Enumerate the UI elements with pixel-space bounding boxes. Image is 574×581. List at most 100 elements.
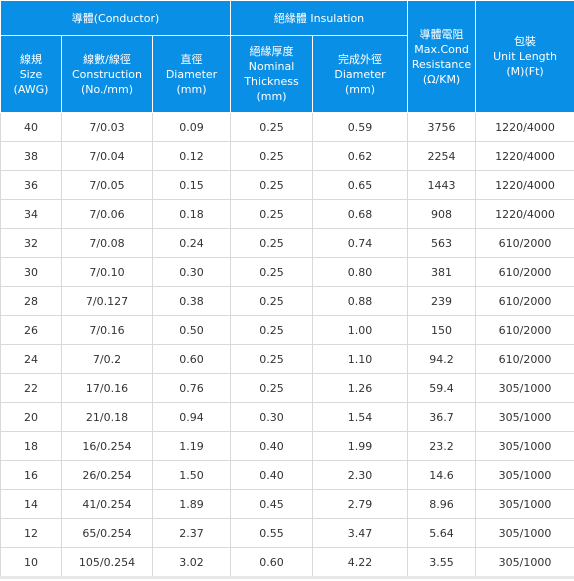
size-cell: 32 xyxy=(0,228,62,258)
table-row: 26 7/0.16 0.50 0.25 1.00 150 610/2000 xyxy=(0,315,574,345)
outer-diameter-cell: 0.62 xyxy=(312,141,409,171)
table-row: 30 7/0.10 0.30 0.25 0.80 381 610/2000 xyxy=(0,257,574,287)
spec-table-body: 40 7/0.03 0.09 0.25 0.59 3756 1220/4000 38 7/0.0… xyxy=(0,112,574,579)
unit-length-cell: 305/1000 xyxy=(475,518,574,548)
nominal-thickness-cell: 0.25 xyxy=(230,373,314,403)
resistance-cell: 2254 xyxy=(407,141,477,171)
unit-length-cell: 305/1000 xyxy=(475,460,574,490)
size-cell: 20 xyxy=(0,402,62,432)
construction-header: 線數/線徑 Construction (No./mm) xyxy=(61,35,153,113)
construction-cell: 41/0.254 xyxy=(61,489,153,519)
outer-diameter-cell: 0.88 xyxy=(312,286,409,316)
table-row: 38 7/0.04 0.12 0.25 0.62 2254 1220/4000 xyxy=(0,141,574,171)
size-cell: 18 xyxy=(0,431,62,461)
nominal-thickness-cell: 0.25 xyxy=(230,112,314,142)
resistance-cell: 14.6 xyxy=(407,460,477,490)
resistance-header: 導體電阻 Max.Cond Resistance (Ω/KM) xyxy=(407,0,477,113)
table-row: 24 7/0.2 0.60 0.25 1.10 94.2 610/2000 xyxy=(0,344,574,374)
construction-cell: 21/0.18 xyxy=(61,402,153,432)
resistance-cell: 150 xyxy=(407,315,477,345)
size-cell: 14 xyxy=(0,489,62,519)
outer-diameter-cell: 0.80 xyxy=(312,257,409,287)
conductor-diameter-cell: 0.38 xyxy=(151,286,232,316)
table-row: 14 41/0.254 1.89 0.45 2.79 8.96 305/1000 xyxy=(0,489,574,519)
construction-cell: 7/0.05 xyxy=(61,170,153,200)
outer-diameter-cell: 3.47 xyxy=(312,518,409,548)
outer-diameter-cell: 1.00 xyxy=(312,315,409,345)
nominal-thickness-cell: 0.25 xyxy=(230,257,314,287)
resistance-cell: 5.64 xyxy=(407,518,477,548)
conductor-diameter-cell: 0.18 xyxy=(151,199,232,229)
unit-length-cell: 305/1000 xyxy=(475,402,574,432)
construction-cell: 7/0.16 xyxy=(61,315,153,345)
resistance-cell: 3.55 xyxy=(407,547,477,579)
outer-diameter-header: 完成外徑 Diameter (mm) xyxy=(312,35,409,113)
unit-length-cell: 1220/4000 xyxy=(475,141,574,171)
resistance-cell: 94.2 xyxy=(407,344,477,374)
construction-cell: 7/0.03 xyxy=(61,112,153,142)
table-row: 40 7/0.03 0.09 0.25 0.59 3756 1220/4000 xyxy=(0,112,574,142)
table-row: 34 7/0.06 0.18 0.25 0.68 908 1220/4000 xyxy=(0,199,574,229)
nominal-thickness-cell: 0.40 xyxy=(230,460,314,490)
resistance-cell: 381 xyxy=(407,257,477,287)
conductor-diameter-cell: 0.24 xyxy=(151,228,232,258)
outer-diameter-cell: 0.74 xyxy=(312,228,409,258)
nominal-thickness-cell: 0.25 xyxy=(230,344,314,374)
size-cell: 26 xyxy=(0,315,62,345)
resistance-cell: 3756 xyxy=(407,112,477,142)
nominal-thickness-cell: 0.45 xyxy=(230,489,314,519)
unit-length-cell: 610/2000 xyxy=(475,315,574,345)
conductor-diameter-cell: 1.89 xyxy=(151,489,232,519)
table-row: 22 17/0.16 0.76 0.25 1.26 59.4 305/1000 xyxy=(0,373,574,403)
nominal-thickness-cell: 0.25 xyxy=(230,286,314,316)
conductor-diameter-cell: 0.50 xyxy=(151,315,232,345)
size-cell: 36 xyxy=(0,170,62,200)
size-cell: 28 xyxy=(0,286,62,316)
outer-diameter-cell: 4.22 xyxy=(312,547,409,579)
nominal-thickness-header: 絕緣厚度 Nominal Thickness (mm) xyxy=(230,35,314,113)
construction-cell: 105/0.254 xyxy=(61,547,153,579)
unit-length-header: 包裝 Unit Length (M)(Ft) xyxy=(475,0,574,113)
size-cell: 22 xyxy=(0,373,62,403)
resistance-cell: 908 xyxy=(407,199,477,229)
nominal-thickness-cell: 0.25 xyxy=(230,170,314,200)
size-header: 線規 Size (AWG) xyxy=(0,35,62,113)
nominal-thickness-cell: 0.40 xyxy=(230,431,314,461)
nominal-thickness-cell: 0.25 xyxy=(230,315,314,345)
nominal-thickness-cell: 0.30 xyxy=(230,402,314,432)
construction-cell: 7/0.127 xyxy=(61,286,153,316)
resistance-cell: 1443 xyxy=(407,170,477,200)
construction-cell: 17/0.16 xyxy=(61,373,153,403)
construction-cell: 7/0.2 xyxy=(61,344,153,374)
construction-cell: 16/0.254 xyxy=(61,431,153,461)
size-cell: 34 xyxy=(0,199,62,229)
unit-length-cell: 305/1000 xyxy=(475,489,574,519)
construction-cell: 65/0.254 xyxy=(61,518,153,548)
conductor-diameter-cell: 0.30 xyxy=(151,257,232,287)
insulation-group-header: 絕緣體 Insulation xyxy=(230,0,409,36)
conductor-diameter-cell: 0.12 xyxy=(151,141,232,171)
resistance-cell: 36.7 xyxy=(407,402,477,432)
table-row: 20 21/0.18 0.94 0.30 1.54 36.7 305/1000 xyxy=(0,402,574,432)
conductor-diameter-cell: 3.02 xyxy=(151,547,232,579)
size-cell: 38 xyxy=(0,141,62,171)
outer-diameter-cell: 1.10 xyxy=(312,344,409,374)
conductor-diameter-cell: 1.19 xyxy=(151,431,232,461)
unit-length-cell: 610/2000 xyxy=(475,228,574,258)
unit-length-cell: 1220/4000 xyxy=(475,112,574,142)
unit-length-cell: 610/2000 xyxy=(475,286,574,316)
resistance-cell: 23.2 xyxy=(407,431,477,461)
nominal-thickness-cell: 0.25 xyxy=(230,141,314,171)
construction-cell: 26/0.254 xyxy=(61,460,153,490)
outer-diameter-cell: 1.99 xyxy=(312,431,409,461)
conductor-diameter-cell: 1.50 xyxy=(151,460,232,490)
unit-length-cell: 610/2000 xyxy=(475,257,574,287)
table-row: 16 26/0.254 1.50 0.40 2.30 14.6 305/1000 xyxy=(0,460,574,490)
size-cell: 12 xyxy=(0,518,62,548)
size-cell: 40 xyxy=(0,112,62,142)
table-row: 32 7/0.08 0.24 0.25 0.74 563 610/2000 xyxy=(0,228,574,258)
unit-length-cell: 305/1000 xyxy=(475,547,574,579)
construction-cell: 7/0.10 xyxy=(61,257,153,287)
table-row: 28 7/0.127 0.38 0.25 0.88 239 610/2000 xyxy=(0,286,574,316)
construction-cell: 7/0.08 xyxy=(61,228,153,258)
